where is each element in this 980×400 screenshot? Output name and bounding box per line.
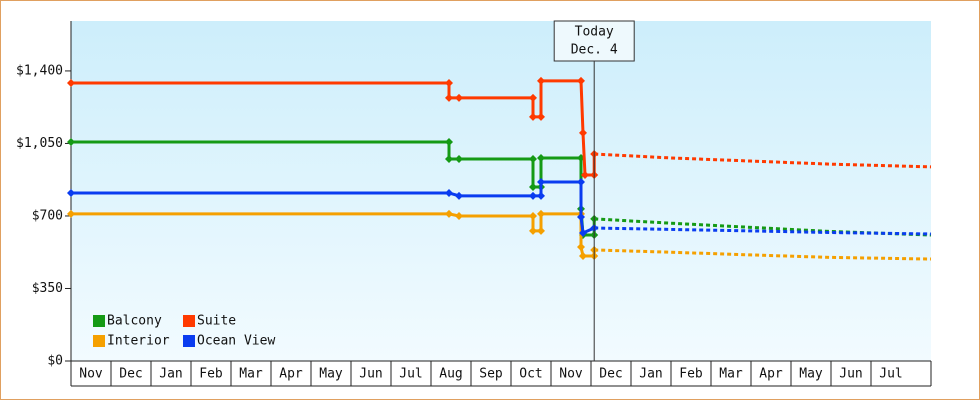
- price-point: [445, 78, 453, 87]
- price-point: [537, 177, 545, 186]
- price-point: [537, 226, 545, 235]
- price-point: [577, 243, 585, 252]
- price-point: [537, 112, 545, 121]
- x-tick-label: Jul: [879, 367, 902, 382]
- legend-swatch: [93, 315, 105, 327]
- legend-label: Suite: [197, 314, 236, 329]
- plot-area: [71, 21, 931, 361]
- price-point: [537, 76, 545, 85]
- price-point: [67, 78, 75, 87]
- legend-label: Balcony: [107, 314, 162, 329]
- price-point: [445, 209, 453, 218]
- legend-swatch: [183, 315, 195, 327]
- y-tick-label: $1,400: [16, 63, 63, 78]
- price-point: [577, 213, 585, 222]
- price-line: [71, 180, 595, 236]
- legend-label: Interior: [107, 334, 170, 349]
- price-point: [529, 182, 537, 191]
- legend-swatch: [183, 335, 195, 347]
- x-tick-label: Nov: [559, 367, 583, 382]
- x-tick-label: Feb: [199, 367, 223, 382]
- x-tick-label: May: [319, 367, 343, 382]
- price-point: [529, 93, 537, 102]
- price-point: [445, 188, 453, 197]
- price-point: [529, 154, 537, 163]
- price-point: [581, 170, 589, 179]
- legend-label: Ocean View: [197, 334, 275, 349]
- price-point: [579, 251, 587, 260]
- forecast-line: [594, 226, 932, 236]
- price-point: [537, 191, 545, 200]
- price-point: [577, 177, 585, 186]
- x-tick-label: Jun: [839, 367, 862, 382]
- x-tick-label: Jul: [399, 367, 422, 382]
- legend-swatch: [93, 335, 105, 347]
- forecast-line: [594, 248, 932, 261]
- price-point: [67, 188, 75, 197]
- x-tick-label: Mar: [719, 367, 743, 382]
- price-point: [529, 211, 537, 220]
- price-point: [537, 153, 545, 162]
- x-tick-label: Dec: [119, 367, 142, 382]
- x-tick-label: Mar: [239, 367, 263, 382]
- x-tick-label: Apr: [279, 367, 303, 382]
- today-label: Today: [575, 25, 614, 40]
- x-tick-label: May: [799, 367, 823, 382]
- x-tick-label: Sep: [479, 367, 503, 382]
- x-tick-label: Apr: [759, 367, 783, 382]
- price-point: [455, 191, 463, 200]
- price-point: [445, 93, 453, 102]
- price-point: [455, 93, 463, 102]
- price-point: [537, 209, 545, 218]
- price-point: [67, 137, 75, 146]
- price-point: [529, 191, 537, 200]
- price-point: [455, 154, 463, 163]
- today-label: Dec. 4: [571, 43, 618, 58]
- x-tick-label: Jan: [639, 367, 662, 382]
- y-tick-label: $1,050: [16, 136, 63, 151]
- x-tick-label: Nov: [79, 367, 103, 382]
- x-tick-label: Jun: [359, 367, 382, 382]
- price-point: [455, 211, 463, 220]
- forecast-line: [594, 152, 932, 169]
- y-tick-label: $0: [47, 354, 63, 369]
- x-tick-label: Jan: [159, 367, 182, 382]
- price-point: [579, 228, 587, 237]
- price-point: [445, 154, 453, 163]
- x-tick-label: Feb: [679, 367, 703, 382]
- y-tick-label: $350: [32, 281, 63, 296]
- y-tick-label: $700: [32, 208, 63, 223]
- price-point: [579, 128, 587, 137]
- forecast-line: [594, 217, 932, 237]
- price-point: [529, 226, 537, 235]
- x-tick-label: Oct: [519, 367, 542, 382]
- price-point: [445, 137, 453, 146]
- x-tick-label: Aug: [439, 367, 462, 382]
- today-box: [553, 20, 635, 62]
- price-point: [529, 112, 537, 121]
- x-tick-label: Dec: [599, 367, 622, 382]
- price-point: [67, 209, 75, 218]
- price-point: [577, 76, 585, 85]
